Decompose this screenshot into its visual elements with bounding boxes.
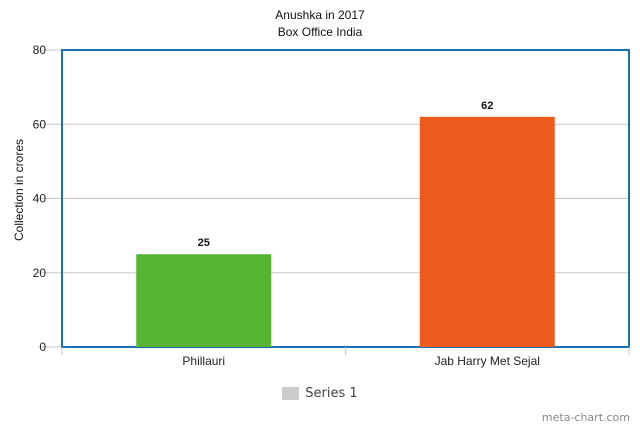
credit-text[interactable]: meta-chart.com (541, 411, 630, 424)
y-tick-label: 20 (33, 266, 47, 280)
y-tick-label: 80 (33, 43, 47, 57)
bar (136, 254, 272, 347)
data-label: 25 (198, 237, 210, 249)
legend-swatch (282, 387, 300, 400)
data-label: 62 (481, 100, 493, 112)
x-tick-label: Jab Harry Met Sejal (435, 354, 540, 368)
legend[interactable]: Series 1 (0, 386, 640, 401)
y-axis-label: Collection in crores (12, 138, 26, 242)
legend-label-series-1: Series 1 (305, 386, 358, 401)
chart-title: Anushka in 2017 (275, 8, 365, 22)
x-tick-label: Phillauri (182, 354, 225, 368)
bar (419, 116, 555, 347)
y-tick-label: 60 (33, 117, 47, 131)
chart-subtitle: Box Office India (277, 25, 363, 39)
y-tick-label: 40 (33, 192, 47, 206)
y-tick-label: 0 (39, 340, 46, 354)
